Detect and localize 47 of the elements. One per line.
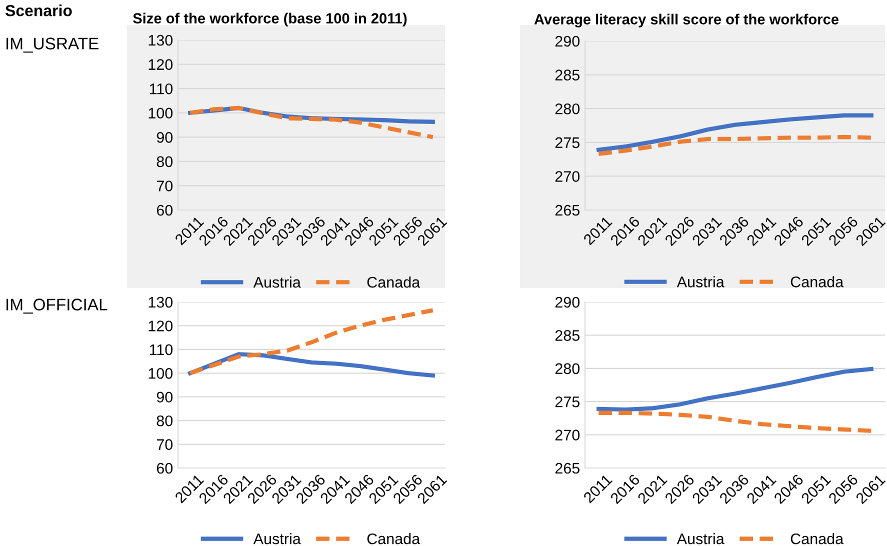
chart-title: Average literacy skill score of the workforce xyxy=(534,14,839,28)
y-tick-label: 130 xyxy=(148,34,173,46)
line-series xyxy=(596,134,874,156)
legend-label: Austria xyxy=(676,533,724,544)
y-tick-label: 270 xyxy=(555,430,580,440)
y-tick-label: 120 xyxy=(148,320,173,332)
y-tick-label: 80 xyxy=(156,415,173,426)
line-series xyxy=(596,366,874,412)
y-tick-label: 270 xyxy=(555,171,580,182)
y-tick-label: 275 xyxy=(555,396,580,408)
y-tick-label: 290 xyxy=(555,36,580,47)
y-tick-label: 90 xyxy=(156,392,173,403)
y-tick-label: 290 xyxy=(555,296,580,308)
line-series xyxy=(596,113,874,152)
y-tick-label: 90 xyxy=(156,132,173,143)
y-tick-label: 120 xyxy=(148,59,173,70)
legend-label: Austria xyxy=(253,533,301,544)
line-series xyxy=(188,308,435,376)
legend-label: Austria xyxy=(253,276,301,288)
line-series xyxy=(188,106,435,140)
legend-label: Canada xyxy=(790,276,844,288)
text: IM_USRATE xyxy=(6,38,98,53)
y-tick-label: 130 xyxy=(148,296,173,308)
y-tick-label: 110 xyxy=(150,83,173,94)
y-tick-label: 280 xyxy=(555,363,580,374)
y-tick-label: 275 xyxy=(555,137,580,148)
y-tick-label: 285 xyxy=(555,330,580,341)
y-tick-label: 100 xyxy=(148,108,173,119)
y-tick-label: 60 xyxy=(156,204,173,216)
y-tick-label: 110 xyxy=(150,344,173,356)
legend-label: Austria xyxy=(676,276,724,288)
y-tick-label: 100 xyxy=(148,368,173,379)
legend-label: Canada xyxy=(790,533,844,544)
legend-label: Canada xyxy=(367,533,420,544)
y-tick-label: 70 xyxy=(156,439,173,450)
y-tick-label: 285 xyxy=(555,70,580,80)
legend-label: Canada xyxy=(367,276,420,288)
text: IM_OFFICIAL xyxy=(6,298,108,314)
y-tick-label: 70 xyxy=(156,180,173,192)
y-tick-label: 80 xyxy=(156,156,173,168)
line-series xyxy=(596,410,874,433)
chart-title: Size of the workforce (base 100 in 2011) xyxy=(133,12,407,26)
y-tick-label: 265 xyxy=(555,204,580,216)
y-tick-label: 265 xyxy=(555,462,580,474)
text: Scenario xyxy=(5,4,72,16)
y-tick-label: 60 xyxy=(156,462,173,474)
y-tick-label: 280 xyxy=(555,103,580,114)
